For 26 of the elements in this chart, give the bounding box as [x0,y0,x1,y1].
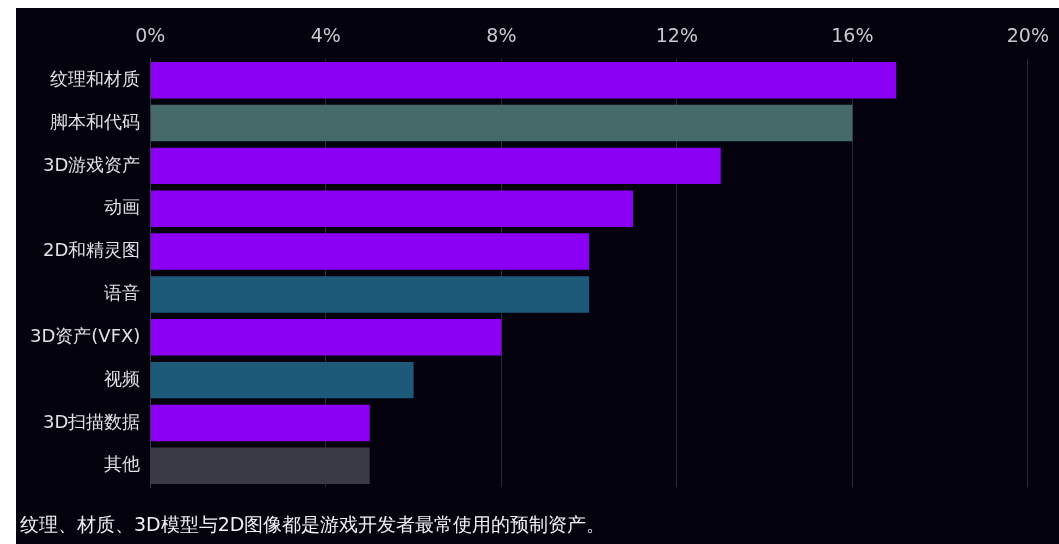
y-tick-label: 3D游戏资产 [43,153,141,175]
y-tick-label: 其他 [104,453,141,475]
y-tick-label: 脚本和代码 [50,110,141,132]
y-tick-label: 语音 [104,282,141,304]
x-tick-label: 20% [1006,24,1049,47]
bar [150,233,590,270]
bar [150,361,414,399]
bar [150,404,370,442]
y-tick-label: 动画 [104,196,141,218]
bar [150,104,853,142]
y-tick-label: 纹理和材质 [50,67,141,89]
y-tick-label: 3D扫描数据 [43,410,141,432]
x-tick-label: 0% [135,24,166,47]
x-tick-label: 8% [486,24,517,47]
bar [150,62,897,99]
y-tick-label: 3D资产(VFX) [30,324,141,346]
bar [150,319,502,356]
bar [150,190,633,227]
y-tick-label: 视频 [104,367,141,389]
bar [150,276,590,313]
x-tick-label: 16% [831,24,874,47]
bar [150,147,721,185]
y-tick-label: 2D和精灵图 [43,239,141,261]
x-tick-label: 4% [310,24,341,47]
x-tick-label: 12% [655,24,698,47]
text: 纹理、材质、3D模型与2D图像都是游戏开发者最常使用的预制资产。 [19,512,607,537]
